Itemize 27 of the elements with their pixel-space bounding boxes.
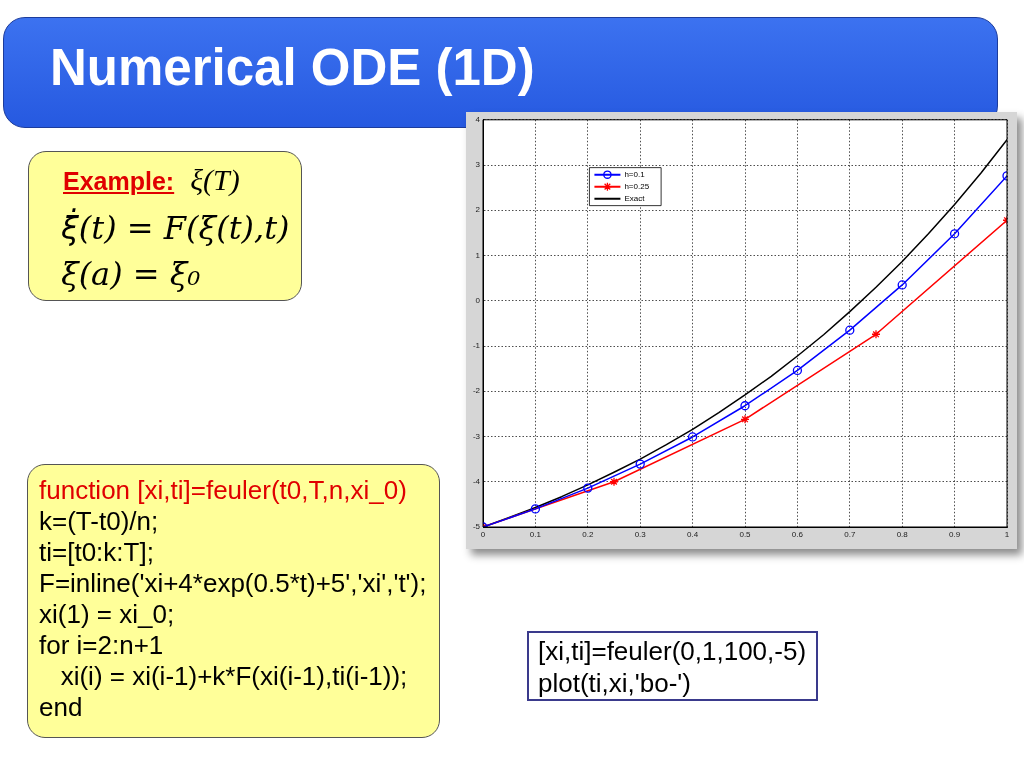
y-tick-label: -4 bbox=[472, 476, 481, 486]
legend-label: Exact bbox=[624, 193, 646, 203]
x-tick-label: 0.6 bbox=[791, 530, 804, 539]
x-tick-label: 0.5 bbox=[739, 530, 752, 539]
y-tick-label: 0 bbox=[475, 295, 481, 305]
y-tick-label: 3 bbox=[475, 160, 481, 170]
legend-label: h=0.1 bbox=[624, 169, 646, 179]
x-tick-label: 0.8 bbox=[896, 530, 909, 539]
chart-title: Numerical ODE (1D) bbox=[50, 38, 535, 98]
y-tick-label: 1 bbox=[475, 250, 481, 260]
x-tick-label: 0.4 bbox=[687, 530, 699, 539]
code-box: function [xi,ti]=feuler(t0,T,n,xi_0) k=(T-t0)/n; ti=[t0:k:T]; F=inline('xi+4*exp(0.5*t)+5','xi','t'); xi(1) = xi_0; for i=2:n+1 xi(i) = xi(i-1)+k*F(xi(i-1),ti(i-1)); end bbox=[27, 464, 440, 738]
y-tick-label: 2 bbox=[475, 205, 481, 215]
x-tick-label: 0.1 bbox=[529, 530, 542, 539]
y-tick-label: -5 bbox=[472, 522, 481, 532]
command-box: [xi,ti]=feuler(0,1,100,-5) plot(ti,xi,'bo-') bbox=[527, 631, 818, 701]
x-tick-label: 0.3 bbox=[634, 530, 647, 539]
y-tick-label: -3 bbox=[472, 431, 481, 441]
y-tick-label: 4 bbox=[475, 115, 481, 124]
y-tick-label: -1 bbox=[472, 341, 481, 351]
x-tick-label: 1 bbox=[1004, 530, 1010, 539]
y-tick-label: -2 bbox=[472, 386, 481, 396]
legend-label: h=0.25 bbox=[624, 181, 650, 191]
x-tick-label: 0.2 bbox=[582, 530, 594, 539]
example-box: Example: ξ(T) ξ̇(t) = F(ξ(t),t) ξ(a) = ξ₀ bbox=[28, 151, 302, 301]
x-tick-label: 0.9 bbox=[949, 530, 961, 539]
x-tick-label: 0.7 bbox=[844, 530, 856, 539]
